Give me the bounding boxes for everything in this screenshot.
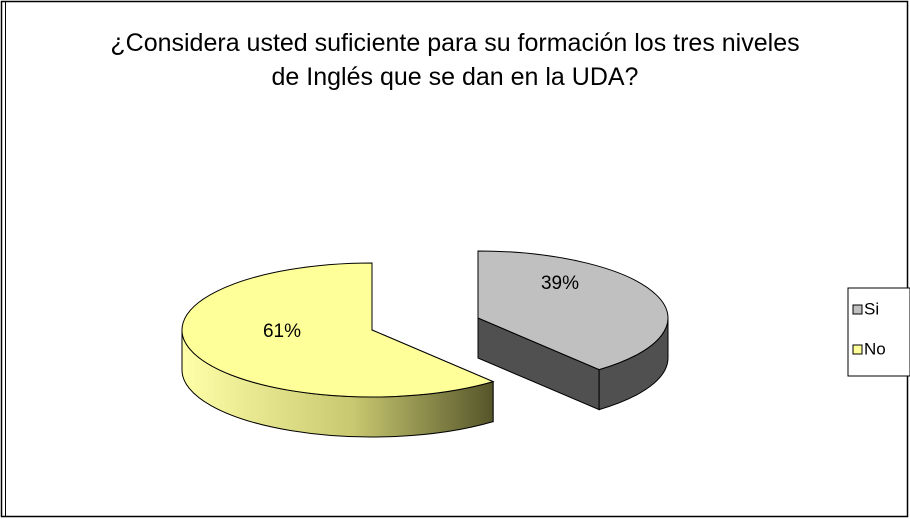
data-label: 61%: [263, 321, 301, 342]
pie: [181, 250, 669, 438]
legend-label: No: [864, 339, 886, 358]
slice: [477, 250, 669, 371]
legend-box: [847, 287, 910, 377]
legend-swatch: [852, 344, 863, 355]
slice: [181, 262, 495, 398]
data-label: 39%: [541, 273, 579, 294]
legend-swatch: [852, 304, 863, 315]
legend-label: Si: [864, 299, 879, 318]
chart-title: ¿Considera usted suficiente para su form…: [110, 29, 800, 91]
